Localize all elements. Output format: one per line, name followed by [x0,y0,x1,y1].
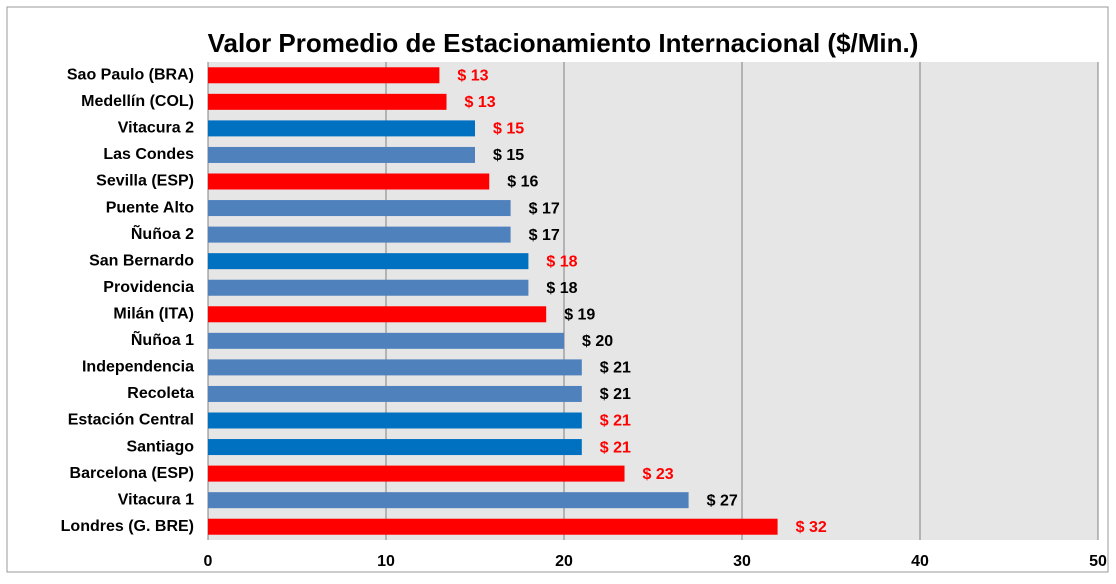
y-tick-label: Recoleta [127,385,194,402]
bar [208,465,625,482]
y-tick-label: Londres (G. BRE) [61,518,194,535]
bar [208,279,529,296]
bar [208,332,564,349]
x-tick-label: 30 [733,553,751,570]
x-tick-label: 50 [1089,553,1107,570]
value-label: $ 16 [507,174,538,191]
value-label: $ 21 [600,413,631,430]
bar [208,412,582,429]
y-tick-label: Ñuñoa 2 [131,223,194,243]
y-tick-label: Independencia [82,359,194,376]
value-label: $ 13 [465,94,496,111]
bar [208,226,511,243]
chart-title: Valor Promedio de Estacionamiento Intern… [208,28,919,58]
bar [208,518,778,535]
y-tick-label: Sao Paulo (BRA) [67,66,194,83]
value-label: $ 18 [546,253,577,270]
y-tick-label: Estación Central [68,412,194,429]
value-label: $ 19 [564,306,595,323]
bar [208,253,529,270]
bar [208,93,447,110]
y-tick-label: Milán (ITA) [113,305,194,322]
bar [208,306,547,323]
y-tick-label: Las Condes [103,146,194,163]
bar [208,385,582,402]
y-tick-label: Providencia [103,279,194,296]
value-label: $ 17 [529,227,560,244]
y-tick-label: Santiago [126,438,194,455]
bar [208,67,440,84]
x-tick-label: 40 [911,553,929,570]
value-label: $ 21 [600,386,631,403]
value-label: $ 21 [600,360,631,377]
bar [208,359,582,376]
value-label: $ 27 [707,492,738,509]
y-tick-label: Puente Alto [106,199,195,216]
value-label: $ 15 [493,121,524,138]
y-tick-label: Vitacura 1 [118,491,194,508]
plot-area [208,62,1098,540]
value-label: $ 17 [529,200,560,217]
value-label: $ 18 [546,280,577,297]
y-tick-label: Medellín (COL) [81,93,194,110]
y-tick-label: Barcelona (ESP) [70,465,194,482]
value-label: $ 13 [457,67,488,84]
bar [208,492,689,509]
value-label: $ 21 [600,439,631,456]
value-label: $ 32 [796,519,827,536]
bar [208,173,490,190]
value-label: $ 23 [643,466,674,483]
value-label: $ 15 [493,147,524,164]
y-tick-label: San Bernardo [89,252,194,269]
y-tick-label: Ñuñoa 1 [131,329,194,349]
bar [208,200,511,217]
bar [208,439,582,456]
x-tick-label: 10 [377,553,395,570]
bar [208,120,475,137]
y-tick-label: Vitacura 2 [118,120,194,137]
x-tick-label: 0 [204,553,213,570]
value-label: $ 20 [582,333,613,350]
bar [208,146,475,163]
y-tick-label: Sevilla (ESP) [96,173,194,190]
x-tick-label: 20 [555,553,573,570]
